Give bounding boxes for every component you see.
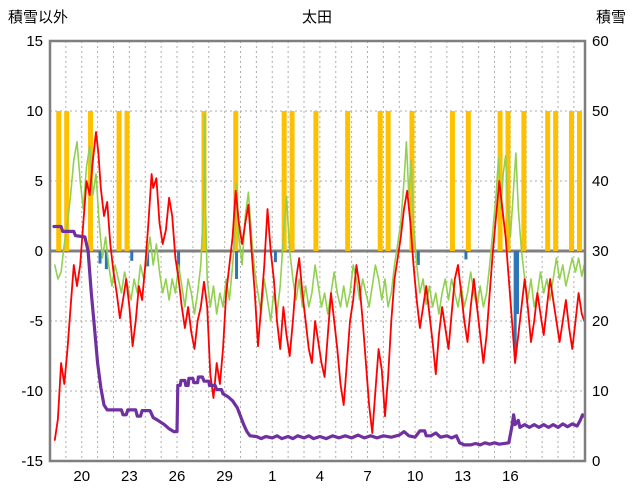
- precipitation-bars-bar: [130, 251, 134, 261]
- right-axis-title: 積雪: [595, 9, 626, 26]
- right-tick-label: 60: [592, 33, 609, 50]
- x-tick-label: 13: [454, 468, 471, 485]
- sunshine-bars-bar: [569, 111, 575, 251]
- sunshine-bars-bar: [289, 111, 295, 251]
- sunshine-bars-bar: [56, 111, 62, 251]
- x-tick-label: 7: [363, 468, 371, 485]
- right-tick-label: 0: [592, 453, 600, 470]
- sunshine-bars-bar: [449, 111, 455, 251]
- snow-depth-line: [52, 224, 586, 447]
- sunshine-bars-bar: [553, 111, 559, 251]
- sunshine-bars-bar: [233, 111, 239, 251]
- precipitation-bars-bar: [516, 251, 520, 314]
- precipitation-bars-bar: [104, 251, 108, 270]
- x-tick-label: 26: [169, 468, 186, 485]
- precipitation-bars-bar: [98, 251, 102, 264]
- sunshine-bars-bar: [377, 111, 383, 251]
- plot-frame: [48, 39, 587, 463]
- precipitation-bars-bar: [235, 251, 239, 279]
- sunshine-bars-bar: [64, 111, 70, 251]
- right-tick-label: 10: [592, 383, 609, 400]
- sunshine-bars-bar: [385, 111, 391, 251]
- chart-title: 太田: [301, 9, 333, 26]
- x-tick-label: 10: [407, 468, 424, 485]
- left-tick-label: 5: [35, 173, 43, 190]
- red-line: [53, 131, 586, 441]
- left-tick-label: 10: [26, 103, 43, 120]
- precipitation-bars-bar: [146, 251, 150, 267]
- right-tick-label: 50: [592, 103, 609, 120]
- x-tick-label: 16: [502, 468, 519, 485]
- sunshine-bars-bar: [124, 111, 130, 251]
- sunshine-bars-bar: [281, 111, 287, 251]
- precipitation-bars-bar: [464, 251, 468, 260]
- sunshine-bars-bar: [116, 111, 122, 251]
- x-tick-label: 4: [316, 468, 324, 485]
- precipitation-bars-bar: [513, 251, 517, 356]
- x-tick-label: 29: [216, 468, 233, 485]
- left-tick-label: 0: [35, 243, 43, 260]
- sunshine-bars-bar: [576, 111, 582, 251]
- right-tick-label: 40: [592, 173, 609, 190]
- precipitation-bars-bar: [177, 251, 181, 274]
- precipitation-bars-bar: [416, 251, 420, 265]
- x-tick-label: 1: [268, 468, 276, 485]
- left-tick-label: 15: [26, 33, 43, 50]
- sunshine-bars-bar: [521, 111, 527, 251]
- sunshine-bars-bar: [313, 111, 319, 251]
- left-tick-label: -15: [21, 453, 43, 470]
- sunshine-bars-bar: [545, 111, 551, 251]
- sunshine-bars-bar: [345, 111, 351, 251]
- x-tick-label: 20: [73, 468, 90, 485]
- right-tick-label: 30: [592, 243, 609, 260]
- left-axis-title: 積雪以外: [8, 9, 69, 26]
- sunshine-bars-bar: [505, 111, 511, 251]
- x-tick-label: 23: [121, 468, 138, 485]
- left-tick-label: -10: [21, 383, 43, 400]
- left-tick-label: -5: [30, 313, 43, 330]
- sunshine-bars-bar: [465, 111, 471, 251]
- right-tick-label: 20: [592, 313, 609, 330]
- precipitation-bars-bar: [273, 251, 277, 263]
